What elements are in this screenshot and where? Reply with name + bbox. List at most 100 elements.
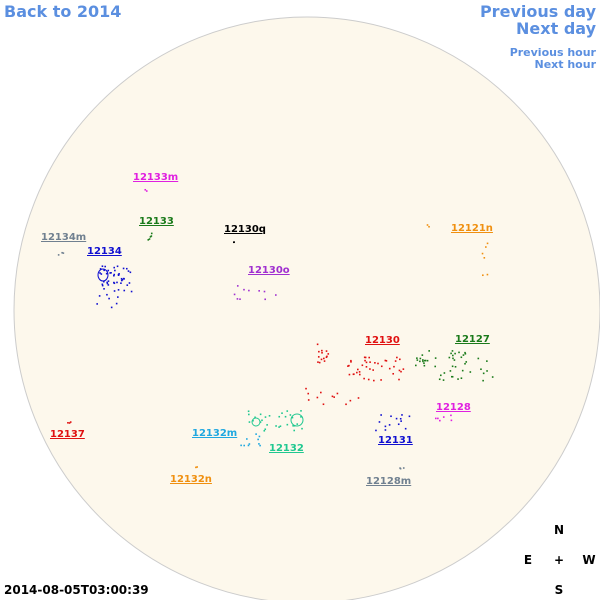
sunspot: [264, 416, 267, 418]
previous-day-link[interactable]: Previous day: [480, 2, 597, 21]
compass-center: +: [554, 553, 564, 567]
sunspot: [248, 413, 250, 416]
sunspot: [398, 378, 400, 381]
sunspot: [464, 352, 467, 355]
sunspot: [482, 274, 484, 277]
sunspot: [116, 265, 119, 268]
sunspot: [458, 351, 460, 354]
region-label[interactable]: 12132: [269, 443, 304, 454]
sunspot: [384, 359, 387, 362]
region-label[interactable]: 12137: [50, 429, 85, 440]
sunspot: [233, 293, 236, 296]
next-hour-link[interactable]: Next hour: [535, 58, 597, 71]
sunspot: [454, 352, 456, 355]
sunspot: [408, 415, 411, 418]
sunspot: [296, 423, 299, 425]
sunspot: [399, 467, 401, 469]
region-label[interactable]: 12128m: [366, 476, 411, 487]
sunspot: [372, 369, 374, 371]
sunspot: [435, 417, 437, 420]
sunspot: [491, 376, 494, 378]
sunspot: [452, 354, 454, 357]
region-label[interactable]: 12130o: [248, 265, 290, 276]
sunspot: [469, 371, 472, 373]
sunspot: [451, 375, 454, 378]
region-label[interactable]: 12130: [365, 335, 400, 346]
sunspot: [400, 370, 402, 373]
sunspot: [464, 362, 466, 365]
sunspot: [275, 425, 277, 427]
sunspot: [482, 379, 484, 382]
sunspot-penumbra: [290, 413, 304, 427]
sunspot: [116, 281, 118, 284]
sunspot: [248, 421, 251, 423]
sunspot: [69, 421, 72, 423]
sunspot: [248, 289, 250, 292]
sunspot: [421, 354, 424, 356]
sunspot: [481, 252, 484, 255]
sunspot: [485, 246, 487, 248]
sunspot: [375, 429, 377, 432]
sunspot: [268, 414, 271, 417]
sunspot: [278, 415, 281, 418]
sunspot: [145, 190, 148, 192]
next-day-link[interactable]: Next day: [516, 19, 597, 38]
region-label[interactable]: 12121n: [451, 223, 493, 234]
sunspot: [300, 410, 302, 412]
sunspot: [358, 371, 361, 373]
previous-hour-link[interactable]: Previous hour: [510, 46, 597, 59]
sunspot: [257, 438, 259, 441]
region-label[interactable]: 12132n: [170, 474, 212, 485]
region-label[interactable]: 12127: [455, 334, 490, 345]
sunspot: [243, 288, 245, 291]
region-label[interactable]: 12133m: [133, 172, 178, 183]
sunspot: [107, 280, 110, 282]
sunspot: [364, 356, 367, 359]
region-label[interactable]: 12128: [436, 402, 471, 413]
sunspot: [426, 224, 429, 226]
sunspot: [113, 266, 116, 269]
back-link[interactable]: Back to 2014: [4, 2, 121, 21]
sunspot: [307, 399, 310, 401]
sunspot: [392, 372, 395, 375]
sunspot: [448, 356, 451, 359]
sunspot: [113, 282, 116, 285]
sunspot: [394, 360, 397, 362]
region-label[interactable]: 12134: [87, 246, 122, 257]
sunspot: [480, 368, 482, 371]
sunspot: [117, 274, 120, 276]
sunspot: [263, 290, 266, 293]
compass-south: S: [555, 583, 564, 597]
sunspot: [419, 360, 421, 363]
sunspot: [443, 372, 446, 374]
sunspot: [259, 444, 261, 447]
region-label[interactable]: 12131: [378, 435, 413, 446]
sunspot: [462, 354, 465, 356]
sunspot: [281, 412, 283, 414]
active-region: 12121n: [426, 223, 493, 277]
sunspot: [261, 419, 263, 422]
sunspot: [126, 284, 129, 286]
sunspot: [243, 444, 246, 447]
sunspot: [364, 359, 366, 362]
sunspot: [122, 267, 125, 270]
sunspot: [246, 438, 248, 440]
sunspot: [101, 265, 104, 268]
sunspot: [450, 419, 453, 422]
sunspot: [361, 364, 364, 367]
compass-east: E: [524, 553, 532, 567]
sunspot: [357, 368, 359, 371]
sunspot: [374, 362, 376, 364]
sunspot: [264, 298, 266, 301]
sunspot: [236, 285, 239, 287]
active-region: 12133: [139, 216, 174, 241]
region-label[interactable]: 12130q: [224, 224, 266, 235]
sunspot: [415, 364, 417, 367]
region-label[interactable]: 12134m: [41, 232, 86, 243]
region-label[interactable]: 12132m: [192, 428, 237, 439]
region-label[interactable]: 12133: [139, 216, 174, 227]
sunspot: [103, 288, 105, 290]
sunspot: [320, 358, 323, 361]
sunspot: [325, 356, 328, 359]
